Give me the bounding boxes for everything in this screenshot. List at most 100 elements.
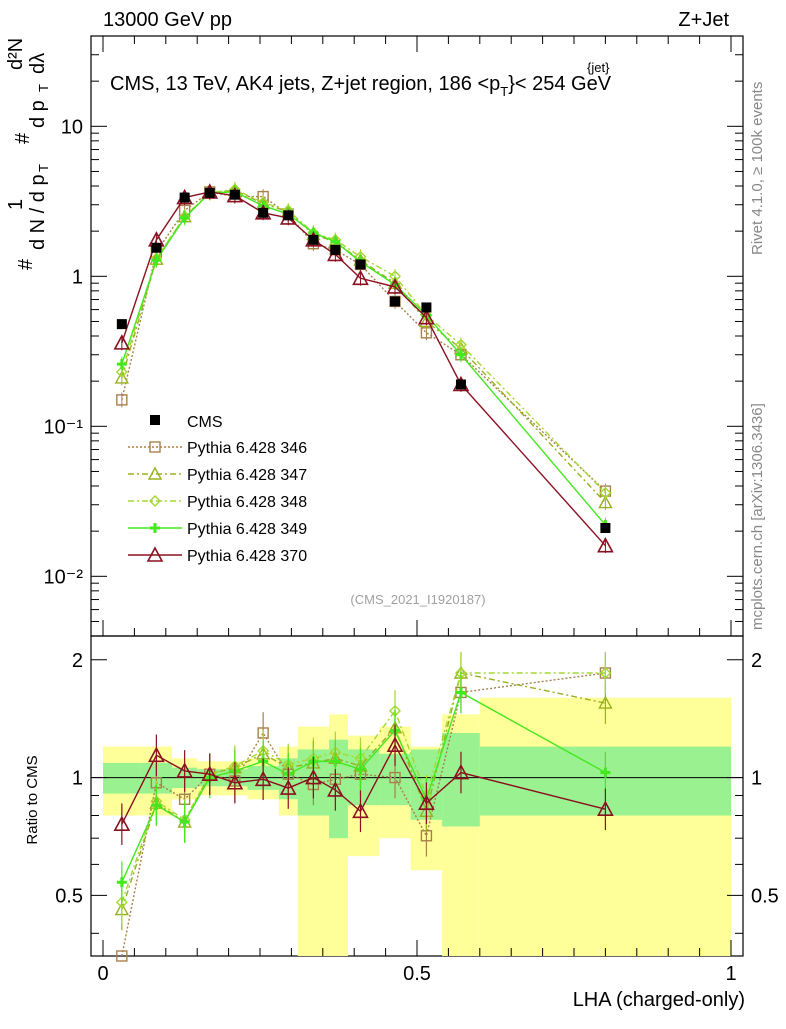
cms-data-point: [390, 296, 401, 307]
series-point: [598, 495, 613, 509]
cms-data-point: [179, 192, 190, 203]
rivet-label: Rivet 4.1.0, ≥ 100k events: [749, 82, 766, 255]
series-line-2: [121, 188, 606, 494]
ylabel-dl: dλ: [27, 53, 49, 74]
ratio-point: [597, 800, 614, 817]
cms-data-point: [116, 319, 127, 330]
legend-marker: [147, 466, 163, 480]
legend-label: Pythia 6.428 370: [187, 548, 307, 565]
series-point: [352, 269, 369, 286]
ylabel-d2n: d²N: [5, 38, 27, 70]
ylabel-dn-sub: T: [36, 164, 51, 172]
ratio-band-green: [103, 762, 141, 794]
ratio-point: [599, 667, 612, 679]
series-point: [597, 537, 614, 553]
ylabel-hash2: #: [12, 132, 34, 144]
ratio-y-tick-label: 1: [72, 768, 83, 790]
ylabel-dn: d N / d p: [27, 174, 49, 250]
plot-title-end: }< 254 GeV: [508, 73, 612, 95]
cms-data-point: [355, 259, 366, 270]
series-line-4: [121, 191, 606, 547]
cms-data-point: [283, 210, 294, 221]
main-panel-frame: [90, 35, 744, 637]
main-y-tick-label: 10: [61, 116, 83, 138]
main-y-tick-label: 1: [72, 266, 83, 288]
ratio-y-tick-label-right: 2: [751, 650, 762, 672]
series-point: [418, 308, 435, 325]
ratio-point: [254, 770, 272, 787]
ylabel-dpdl-sub: T: [36, 84, 51, 92]
ratio-point: [176, 762, 193, 778]
ratio-point: [352, 802, 369, 819]
ratio-point: [355, 764, 366, 775]
series-point: [151, 255, 162, 266]
x-tick-label: 0: [97, 963, 108, 985]
beam-label: 13000 GeV pp: [103, 9, 232, 31]
ratio-point: [327, 781, 344, 797]
legend-marker: [149, 441, 161, 453]
ratio-point: [179, 816, 190, 827]
x-tick-label: 0.5: [403, 963, 431, 985]
x-axis-label: LHA (charged-only): [573, 989, 745, 1011]
plot-title-sub: T: [500, 84, 508, 99]
plot-title-sup: {jet}: [587, 60, 610, 75]
cms-data-point: [258, 207, 269, 218]
ratio-point: [452, 763, 470, 780]
ratio-point: [305, 768, 322, 785]
main-y-tick-label: 10⁻²: [44, 566, 84, 588]
ratio-point: [279, 779, 297, 795]
legend-label: Pythia 6.428 346: [187, 440, 307, 457]
series-point: [114, 370, 130, 384]
legend-label-cms: CMS: [187, 414, 223, 431]
series-point: [386, 278, 404, 294]
x-tick-label: 1: [725, 963, 736, 985]
series-point: [179, 212, 190, 223]
ylabel-dpdl: d p: [27, 100, 49, 128]
analysis-tag: (CMS_2021_I1920187): [350, 592, 485, 607]
ratio-point: [116, 877, 127, 888]
main-ticks: 10 1 10⁻¹ 10⁻²: [44, 35, 743, 637]
cms-data-point: [204, 187, 215, 198]
plot-title: CMS, 13 TeV, AK4 jets, Z+jet region, 186…: [110, 73, 612, 99]
ylabel-hash: #: [15, 258, 37, 270]
legend-label: Pythia 6.428 348: [187, 494, 307, 511]
legend-marker: [149, 495, 161, 507]
cms-data-point: [308, 234, 319, 245]
ratio-point: [116, 950, 128, 962]
ratio-y-tick-label: 0.5: [55, 885, 83, 907]
cms-data-point: [600, 522, 611, 533]
ratio-point: [226, 774, 244, 790]
series-point: [113, 334, 131, 350]
ratio-point: [113, 815, 131, 832]
cms-data-point: [455, 379, 466, 390]
ratio-point: [418, 794, 435, 811]
legend-label: Pythia 6.428 349: [187, 521, 307, 538]
ratio-y-tick-label-right: 0.5: [751, 885, 779, 907]
legend-label: Pythia 6.428 347: [187, 467, 307, 484]
process-label: Z+Jet: [678, 9, 729, 31]
legend-marker-cms: [150, 415, 160, 425]
series-point: [455, 349, 466, 360]
ratio-ticks: 0 0.5 1 2 2 1 1 0.5 0.5: [55, 650, 779, 985]
ratio-point: [600, 767, 611, 778]
legend: CMS Pythia 6.428 346 Pythia 6.428 347 Pythi…: [128, 414, 307, 565]
legend-marker: [146, 546, 164, 562]
ratio-y-tick-label: 2: [72, 650, 83, 672]
mcplots-label: mcplots.cern.ch [arXiv:1306.3436]: [749, 403, 766, 630]
ratio-ylabel: Ratio to CMS: [24, 755, 41, 844]
ratio-point: [386, 736, 404, 752]
cms-data-point: [330, 244, 341, 255]
series-point: [419, 314, 434, 328]
ratio-line-0: [121, 672, 606, 957]
ratio-point: [389, 771, 401, 784]
main-series: [113, 181, 614, 554]
main-y-tick-label: 10⁻¹: [44, 416, 84, 438]
cms-data-point: [421, 302, 432, 313]
ratio-point: [148, 746, 165, 763]
ratio-line-2: [121, 672, 606, 903]
ratio-series: [113, 652, 614, 962]
series-point: [116, 394, 128, 406]
series-point: [116, 359, 127, 370]
cms-data-point: [229, 189, 240, 200]
ratio-point: [201, 765, 219, 782]
